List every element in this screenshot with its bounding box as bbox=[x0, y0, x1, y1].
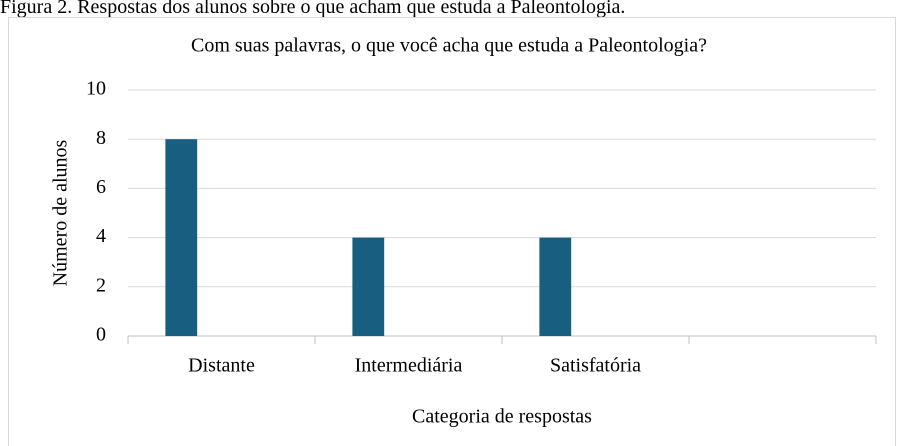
y-tick-label: 0 bbox=[96, 324, 106, 346]
y-axis-title: Número de alunos bbox=[50, 139, 72, 286]
y-tick-label: 8 bbox=[96, 127, 106, 149]
bar bbox=[539, 237, 572, 336]
y-tick-label: 10 bbox=[86, 78, 106, 100]
x-tick-label: Intermediária bbox=[355, 355, 463, 377]
x-tick-label: Distante bbox=[188, 355, 255, 377]
chart-title: Com suas palavras, o que você acha que e… bbox=[191, 35, 707, 57]
x-axis-title: Categoria de respostas bbox=[412, 406, 592, 428]
caption: Figura 2. Respostas dos alunos sobre o q… bbox=[0, 0, 625, 18]
y-tick-label: 2 bbox=[96, 274, 106, 296]
y-tick-label: 4 bbox=[96, 225, 106, 247]
x-tick-label: Satisfatória bbox=[550, 355, 641, 377]
bar bbox=[165, 139, 198, 336]
chart-border bbox=[8, 17, 896, 446]
y-tick-label: 6 bbox=[96, 176, 106, 198]
bar bbox=[352, 237, 385, 336]
